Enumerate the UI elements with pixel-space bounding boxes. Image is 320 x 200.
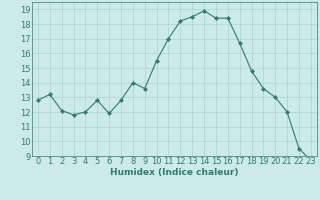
X-axis label: Humidex (Indice chaleur): Humidex (Indice chaleur) bbox=[110, 168, 239, 177]
